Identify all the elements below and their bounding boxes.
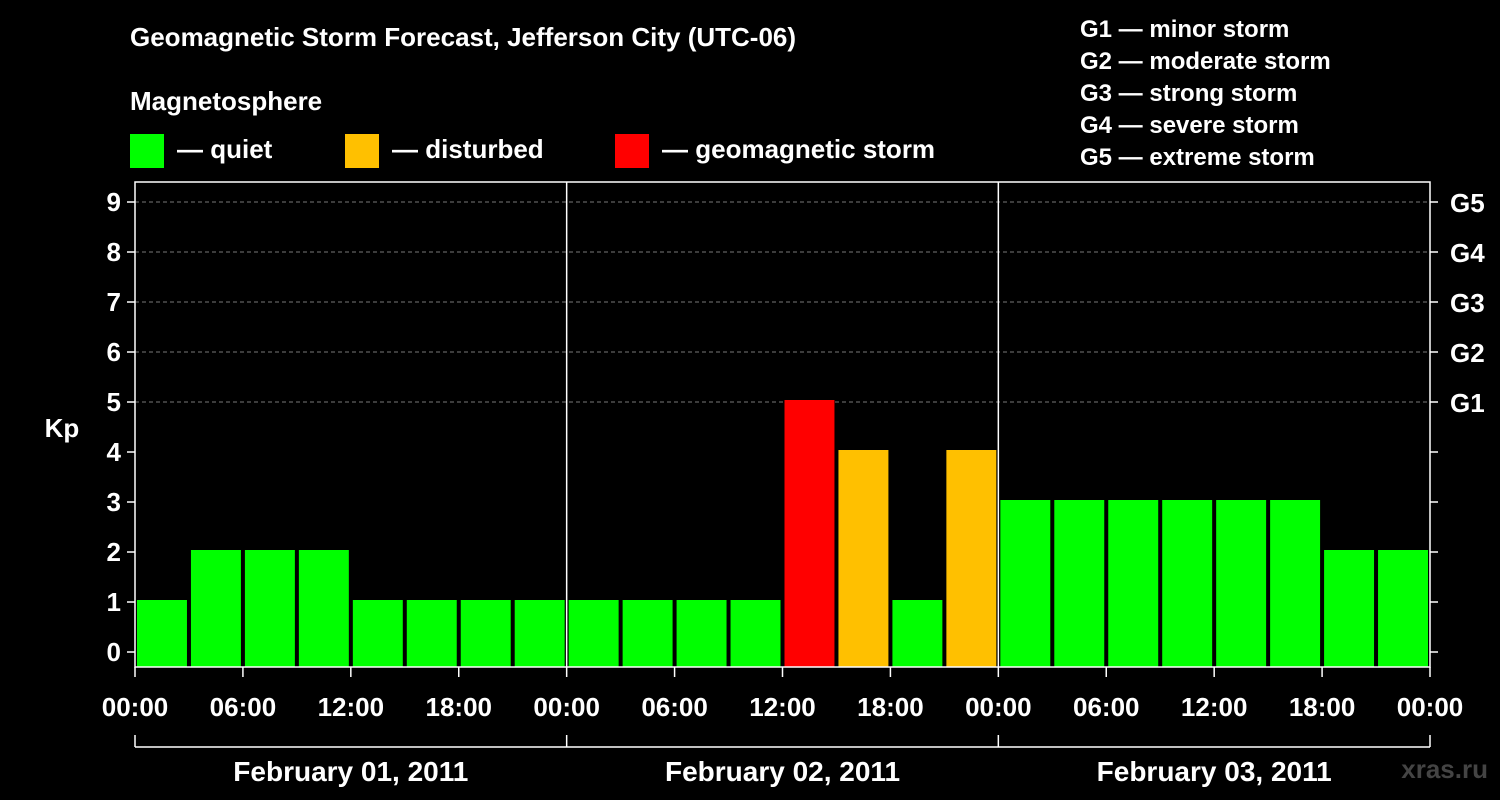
storm-scale-g4: G4 — severe storm (1080, 112, 1299, 139)
x-tick-label-1: 06:00 (210, 692, 277, 722)
kp-bar-0 (137, 600, 187, 667)
kp-bar-17 (1054, 500, 1105, 667)
kp-bar-7 (514, 600, 565, 667)
x-tick-label-6: 12:00 (749, 692, 816, 722)
legend-swatch-storm (615, 134, 649, 168)
x-tick-label-9: 06:00 (1073, 692, 1140, 722)
x-tick-label-12: 00:00 (1397, 692, 1464, 722)
legend-swatch-disturbed (345, 134, 379, 168)
y-tick-label-0: 0 (107, 637, 121, 667)
x-tick-label-10: 12:00 (1181, 692, 1248, 722)
y-tick-label-3: 3 (107, 487, 121, 517)
y-tick-label-8: 8 (107, 237, 121, 267)
kp-bar-14 (892, 600, 943, 667)
y-tick-label-2: 2 (107, 537, 121, 567)
y-tick-label-4: 4 (107, 437, 122, 467)
storm-scale-g1: G1 — minor storm (1080, 16, 1290, 43)
kp-bar-6 (460, 600, 511, 667)
x-tick-label-5: 06:00 (641, 692, 708, 722)
x-tick-label-2: 12:00 (318, 692, 385, 722)
legend-label-disturbed: — disturbed (392, 134, 544, 164)
x-tick-label-7: 18:00 (857, 692, 924, 722)
kp-bar-16 (1000, 500, 1051, 667)
kp-bar-15 (946, 450, 997, 667)
day-label-0: February 01, 2011 (233, 756, 468, 787)
right-axis-label-g5: G5 (1450, 188, 1485, 218)
y-tick-label-7: 7 (107, 287, 121, 317)
y-tick-label-6: 6 (107, 337, 121, 367)
right-axis-label-g2: G2 (1450, 338, 1485, 368)
storm-scale-g3: G3 — strong storm (1080, 80, 1298, 107)
kp-bar-21 (1270, 500, 1321, 667)
right-axis-label-g4: G4 (1450, 238, 1485, 268)
magnetosphere-heading: Magnetosphere (130, 86, 323, 116)
kp-bar-13 (838, 450, 889, 667)
kp-bar-18 (1108, 500, 1159, 667)
y-tick-label-1: 1 (107, 587, 121, 617)
legend-label-quiet: — quiet (177, 134, 273, 164)
kp-bar-19 (1162, 500, 1213, 667)
kp-bar-11 (730, 600, 781, 667)
kp-bar-10 (676, 600, 727, 667)
y-tick-label-5: 5 (107, 387, 121, 417)
legend-swatch-quiet (130, 134, 164, 168)
kp-bar-23 (1378, 550, 1428, 667)
day-label-1: February 02, 2011 (665, 756, 900, 787)
kp-bar-4 (352, 600, 403, 667)
kp-bar-22 (1324, 550, 1375, 667)
x-tick-label-3: 18:00 (426, 692, 493, 722)
watermark: xras.ru (1401, 754, 1488, 784)
x-tick-label-0: 00:00 (102, 692, 169, 722)
right-axis-label-g1: G1 (1450, 388, 1485, 418)
kp-bar-5 (406, 600, 457, 667)
storm-scale-g5: G5 — extreme storm (1080, 144, 1315, 171)
day-label-2: February 03, 2011 (1097, 756, 1332, 787)
storm-scale-legend: G1 — minor storm G2 — moderate storm G3 … (1080, 14, 1331, 174)
y-axis-title: Kp (45, 413, 80, 443)
x-tick-label-11: 18:00 (1289, 692, 1356, 722)
kp-bar-1 (190, 550, 241, 667)
chart-title: Geomagnetic Storm Forecast, Jefferson Ci… (130, 22, 797, 52)
storm-scale-g2: G2 — moderate storm (1080, 48, 1331, 75)
kp-bar-2 (244, 550, 295, 667)
right-axis-label-g3: G3 (1450, 288, 1485, 318)
x-tick-label-8: 00:00 (965, 692, 1032, 722)
kp-bar-20 (1216, 500, 1267, 667)
kp-bar-3 (298, 550, 349, 667)
kp-bar-12 (784, 400, 835, 667)
x-tick-label-4: 00:00 (533, 692, 600, 722)
kp-bar-8 (568, 600, 619, 667)
legend-label-storm: — geomagnetic storm (662, 134, 936, 164)
kp-bar-9 (622, 600, 673, 667)
y-tick-label-9: 9 (107, 187, 121, 217)
